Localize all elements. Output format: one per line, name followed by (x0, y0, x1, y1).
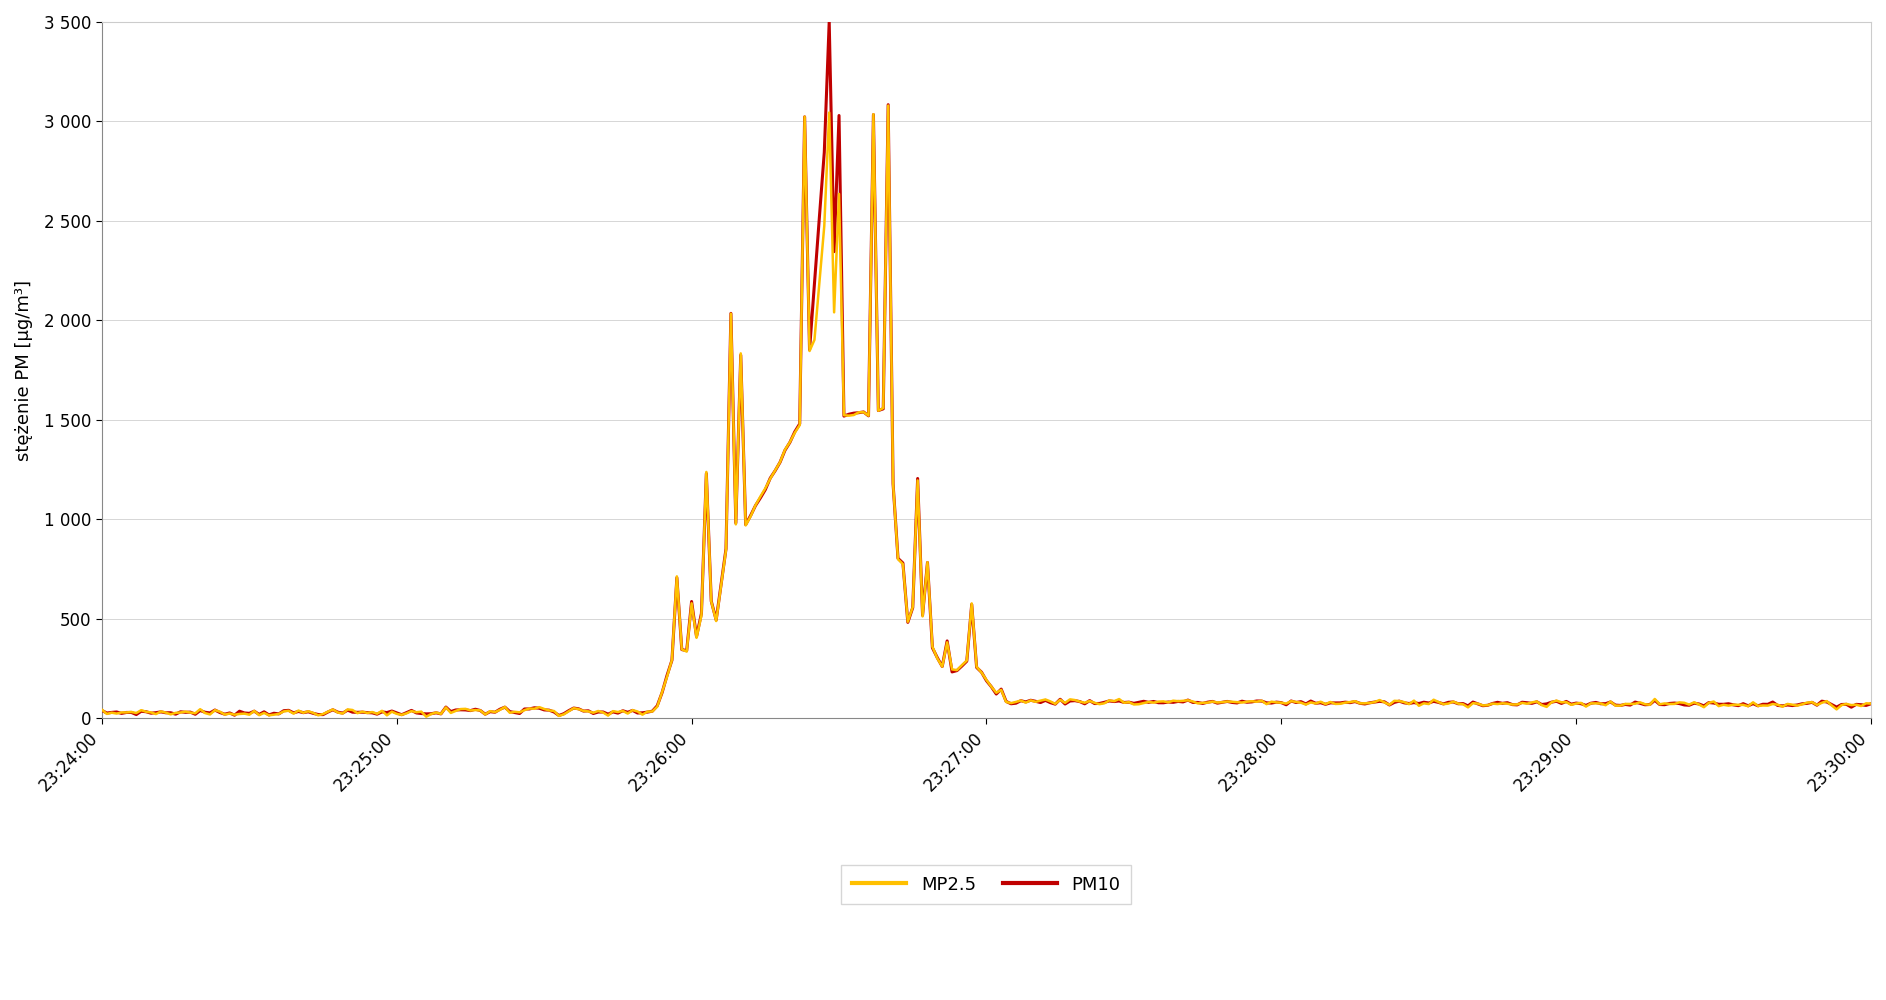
MP2.5 (1860, 698, 1882, 710)
Legend: MP2.5, PM10: MP2.5, PM10 (841, 865, 1132, 904)
PM10 (91, 704, 113, 716)
PM10 (1167, 695, 1190, 707)
MP2.5 (1107, 693, 1130, 705)
MP2.5 (140, 706, 162, 718)
PM10 (421, 708, 443, 720)
PM10 (819, 16, 841, 28)
PM10 (1654, 699, 1677, 711)
Line: PM10: PM10 (102, 22, 1871, 715)
PM10 (547, 709, 570, 721)
MP2.5 (424, 707, 447, 719)
MP2.5 (91, 704, 113, 716)
PM10 (1207, 697, 1230, 709)
Line: MP2.5: MP2.5 (102, 106, 1871, 717)
MP2.5 (415, 711, 438, 723)
MP2.5 (1207, 697, 1230, 709)
MP2.5 (1654, 697, 1677, 709)
PM10 (1107, 695, 1130, 707)
Y-axis label: stężenie PM [μg/m³]: stężenie PM [μg/m³] (15, 280, 32, 461)
MP2.5 (877, 100, 900, 112)
MP2.5 (1167, 695, 1190, 707)
PM10 (140, 707, 162, 719)
PM10 (1860, 698, 1882, 710)
